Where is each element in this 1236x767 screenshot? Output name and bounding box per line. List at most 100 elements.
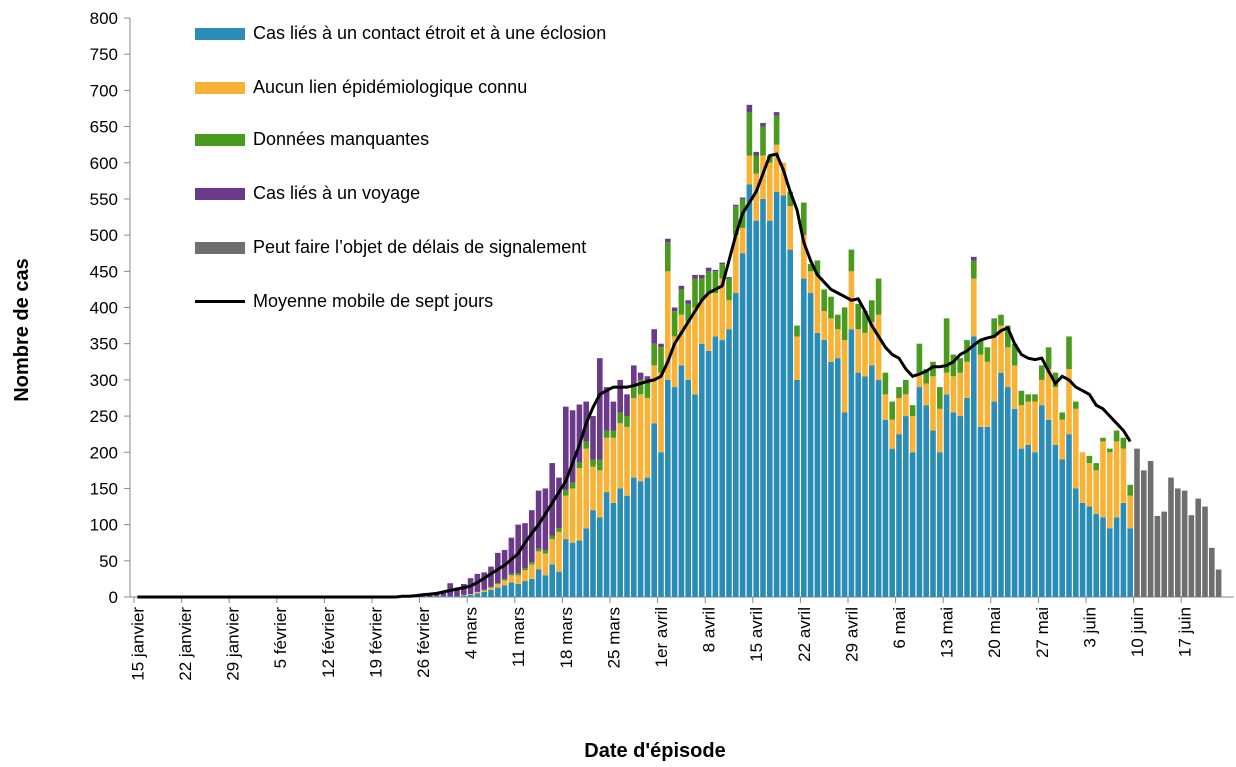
bar <box>542 553 549 576</box>
bar <box>841 340 848 413</box>
bar <box>1120 502 1127 597</box>
bar <box>624 495 630 597</box>
bar <box>624 426 630 496</box>
y-tick-label: 250 <box>90 407 118 426</box>
bar <box>998 325 1004 373</box>
x-tick-label: 15 janvier <box>128 607 147 681</box>
bar <box>787 249 793 597</box>
bar <box>576 462 583 469</box>
bar <box>841 307 848 341</box>
bar <box>1093 463 1099 471</box>
bar <box>855 329 861 373</box>
bar <box>583 441 589 449</box>
bar <box>597 459 603 471</box>
bar <box>508 573 515 576</box>
legend-label: Peut faire l’objet de délais de signalem… <box>253 237 587 257</box>
bar <box>719 262 725 265</box>
bar <box>875 379 882 597</box>
bar <box>617 412 623 424</box>
bar <box>889 448 895 597</box>
bar <box>651 343 657 366</box>
bar <box>529 510 535 563</box>
bar <box>801 278 807 597</box>
bar <box>454 587 460 597</box>
bar <box>705 271 712 294</box>
bar <box>828 318 834 362</box>
legend-swatch <box>195 134 245 146</box>
x-tick-label: 8 avril <box>700 607 719 652</box>
bar <box>569 542 576 597</box>
bar <box>780 195 787 597</box>
bar <box>862 332 868 377</box>
bar <box>461 583 467 595</box>
bar <box>733 235 739 294</box>
bar <box>556 571 562 597</box>
bar <box>563 489 569 496</box>
bar <box>746 104 753 113</box>
x-tick-label: 29 avril <box>842 607 861 662</box>
bar <box>1032 401 1038 453</box>
legend-label: Cas liés à un contact étroit et à une éc… <box>253 23 607 43</box>
bar <box>671 311 678 337</box>
moving-average-line <box>137 152 1132 599</box>
bar <box>461 595 467 597</box>
bar <box>964 361 970 398</box>
bar <box>862 376 868 597</box>
bar <box>1161 511 1167 597</box>
legend-swatch <box>195 82 245 94</box>
bar <box>495 583 501 584</box>
bar <box>971 256 977 261</box>
x-tick-label: 12 février <box>319 607 338 678</box>
bar <box>739 197 746 199</box>
bar <box>814 260 821 275</box>
bar <box>549 564 555 597</box>
bar <box>624 416 630 427</box>
bar <box>508 582 515 597</box>
bar <box>522 570 528 582</box>
bar <box>678 289 685 315</box>
bar <box>603 437 610 493</box>
bar <box>692 307 698 395</box>
bar <box>855 372 861 597</box>
bar <box>637 372 644 380</box>
bar <box>746 155 753 185</box>
bar <box>590 459 596 467</box>
x-tick-label: 6 mai <box>890 607 909 649</box>
legend-swatch <box>195 300 245 303</box>
bar <box>481 590 487 592</box>
bar <box>467 594 474 595</box>
bar <box>1059 419 1065 460</box>
bar <box>882 372 889 395</box>
bar <box>440 592 447 597</box>
bar <box>1079 452 1086 503</box>
bar <box>909 405 916 417</box>
y-tick-label: 450 <box>90 262 118 281</box>
bar <box>651 423 657 597</box>
bar <box>569 488 576 543</box>
bar <box>1086 506 1093 597</box>
bar <box>692 394 698 597</box>
x-tick-label: 3 juin <box>1080 607 1099 648</box>
bar <box>773 115 780 145</box>
bar <box>433 596 440 597</box>
bar <box>637 394 644 482</box>
x-tick-label: 13 mai <box>938 607 957 658</box>
y-tick-label: 500 <box>90 226 118 245</box>
bar <box>984 347 991 362</box>
bar <box>685 321 691 380</box>
bar <box>576 468 583 541</box>
bar <box>1141 470 1147 597</box>
bar <box>644 397 651 478</box>
legend-item: Moyenne mobile de sept jours <box>195 290 613 313</box>
x-tick-label: 10 juin <box>1128 607 1147 657</box>
bar <box>882 419 889 597</box>
bar <box>631 477 637 597</box>
bar <box>875 314 882 380</box>
x-tick-label: 19 février <box>366 607 385 678</box>
bar <box>699 343 705 597</box>
y-tick-label: 650 <box>90 118 118 137</box>
bar <box>889 419 895 449</box>
bar <box>658 347 664 373</box>
bar <box>712 293 719 337</box>
bar <box>1181 490 1188 597</box>
